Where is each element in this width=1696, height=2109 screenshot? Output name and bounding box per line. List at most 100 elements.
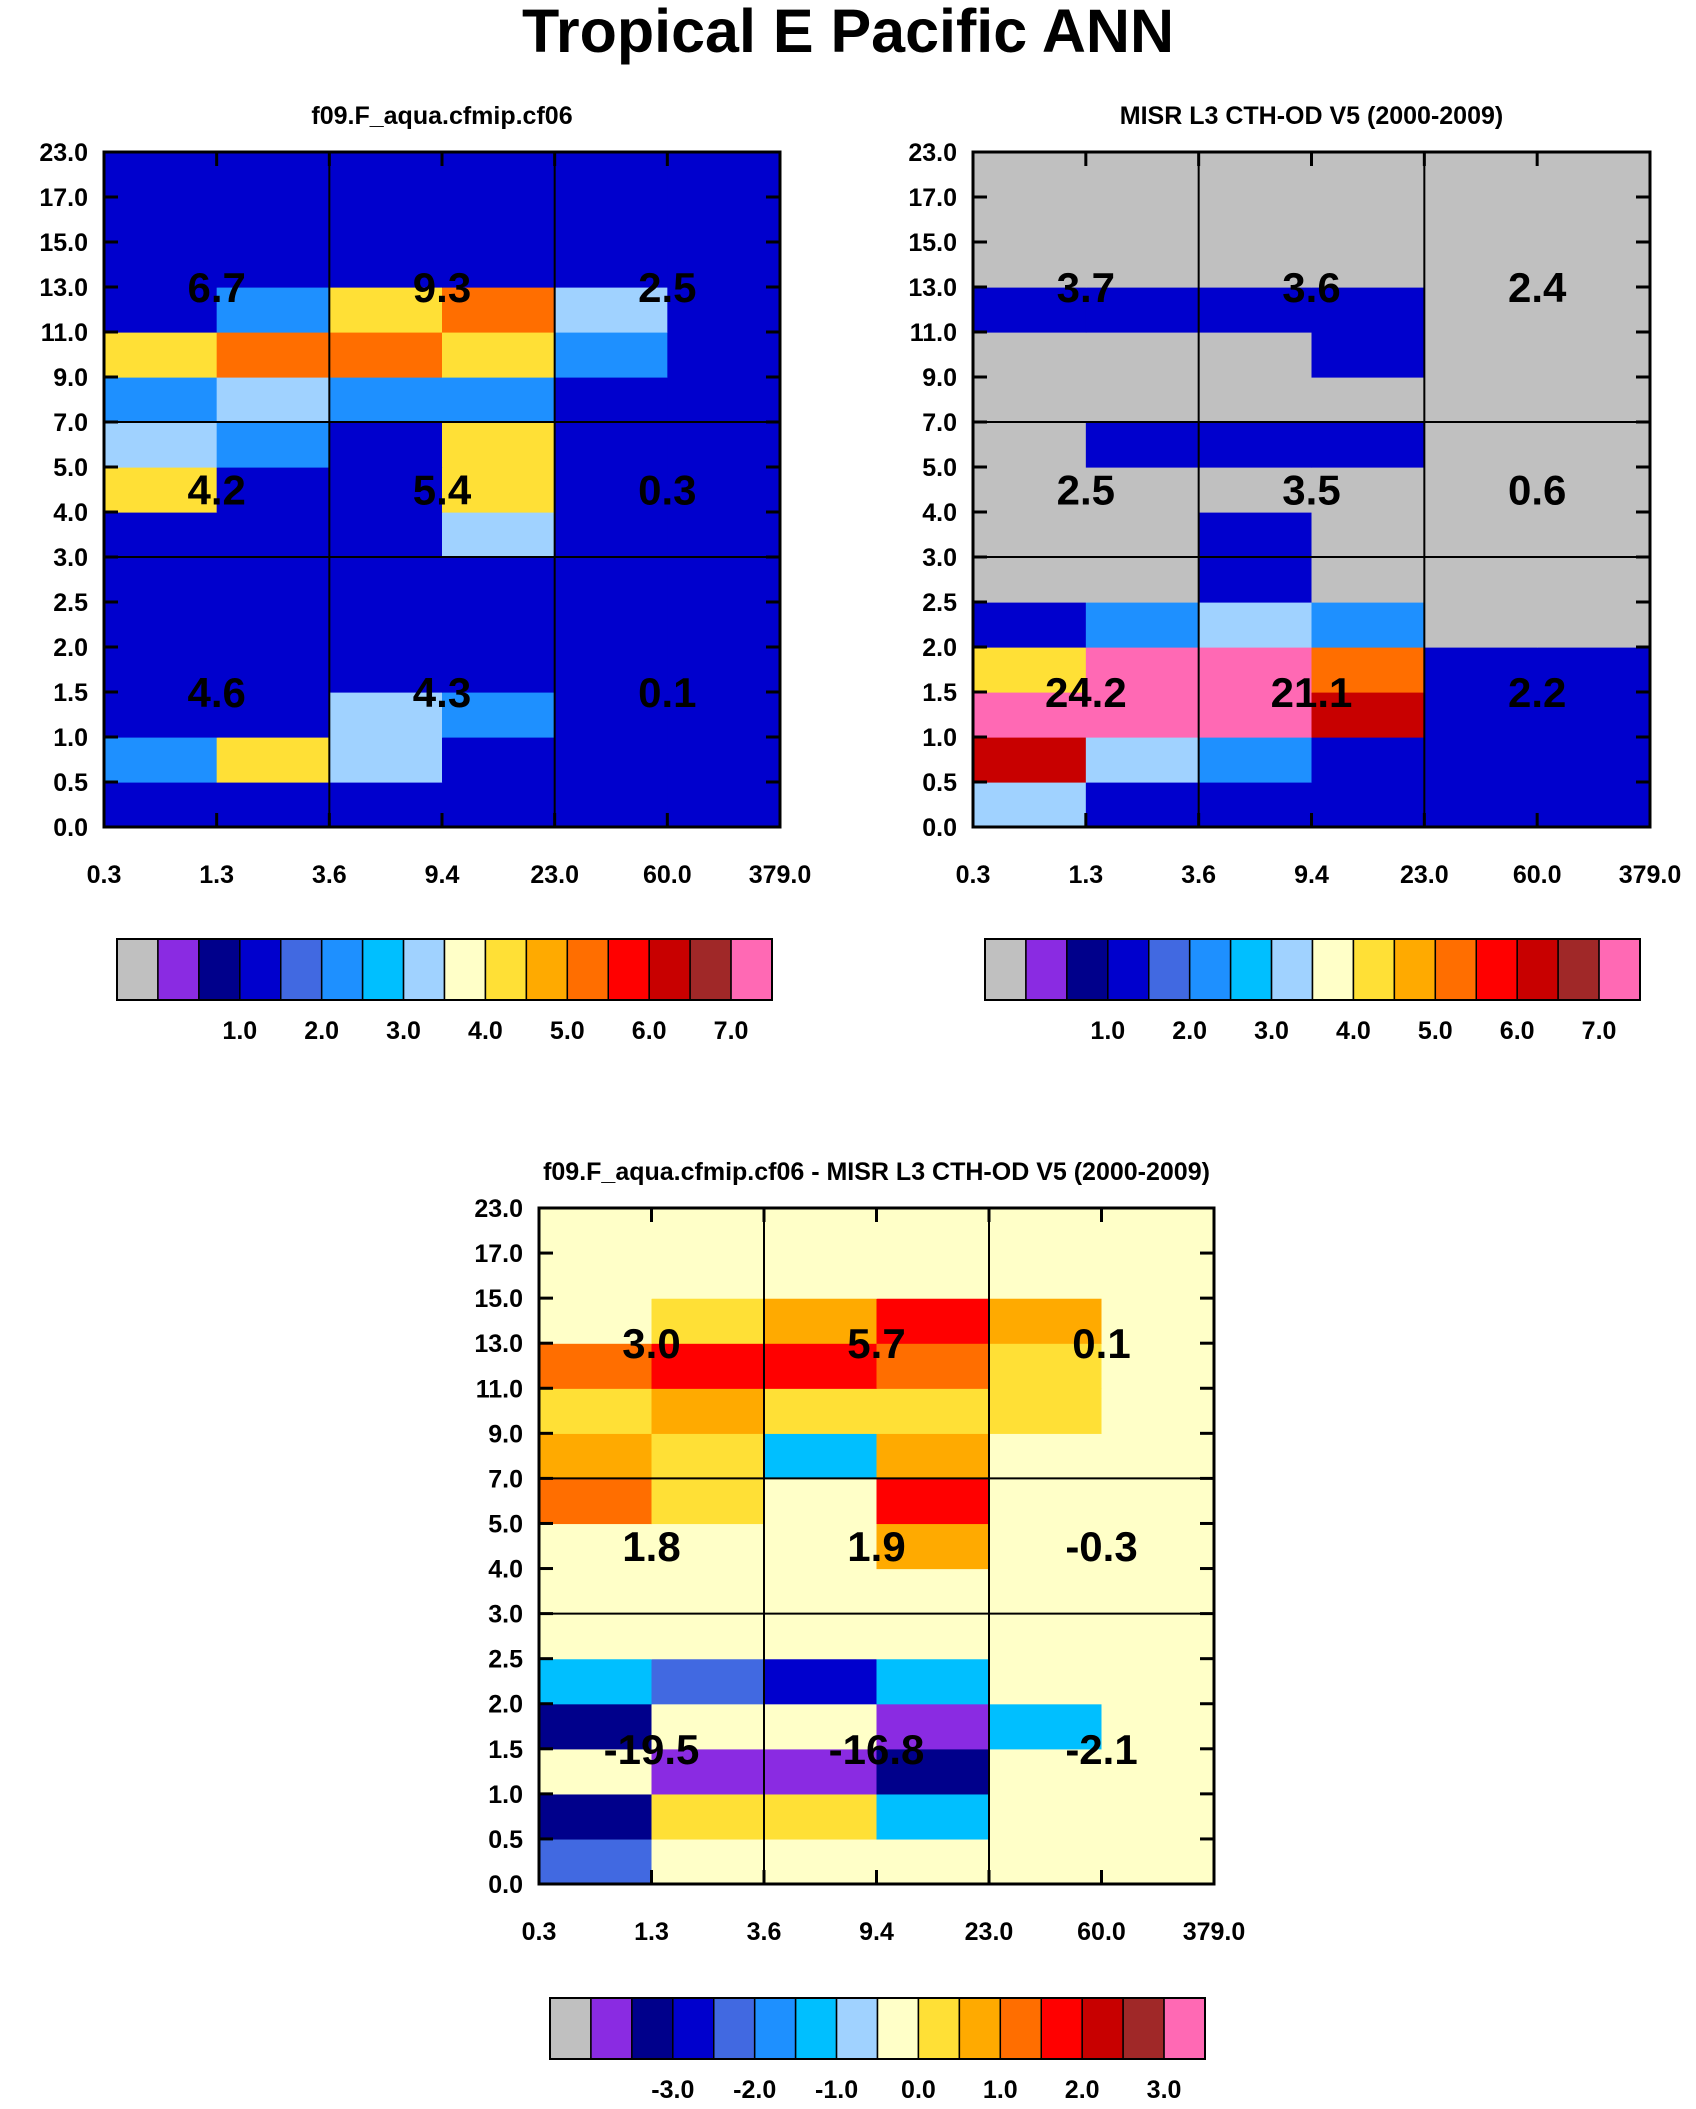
heatmap-cell	[973, 692, 1087, 738]
heatmap-cell	[764, 1523, 878, 1570]
heatmap-cell	[329, 287, 443, 333]
colorbar-box	[443, 938, 487, 1001]
heatmap-cell	[216, 737, 330, 783]
y-tick-label: 0.0	[53, 814, 88, 842]
y-tick-label: 17.0	[474, 1240, 523, 1268]
colorbar-box	[713, 1997, 756, 2060]
colorbar-tick-label: 3.0	[1147, 2076, 1182, 2104]
x-tick-label: 23.0	[1400, 861, 1449, 889]
group-total-label: 4.3	[413, 669, 471, 716]
heatmap-cell	[539, 1703, 653, 1750]
colorbar-box	[1148, 938, 1191, 1001]
heatmap-cell	[876, 1433, 990, 1479]
heatmap-cell	[651, 1298, 765, 1344]
heatmap-cell	[554, 197, 668, 243]
heatmap-cell	[667, 242, 781, 288]
colorbar-box	[1025, 938, 1068, 1001]
heatmap-cell	[1311, 197, 1425, 243]
heatmap-cell	[1085, 557, 1200, 603]
heatmap-cell	[989, 1613, 1103, 1660]
group-total-label: 3.6	[1282, 264, 1340, 311]
heatmap-cell	[989, 1703, 1103, 1750]
y-tick-label: 4.0	[53, 499, 88, 527]
colorbar-tick-label: 2.0	[1065, 2076, 1100, 2104]
colorbar-box	[566, 938, 609, 1001]
heatmap-cell	[104, 242, 218, 288]
heatmap-cell	[104, 692, 218, 738]
heatmap-cell	[1101, 1388, 1215, 1434]
colorbar-box	[1229, 938, 1273, 1001]
heatmap-cell	[1424, 377, 1538, 423]
heatmap-cell	[973, 602, 1087, 648]
heatmap-cell	[989, 1253, 1103, 1299]
colorbar-tick-label: 5.0	[550, 1017, 585, 1045]
group-total-label: 1.8	[622, 1523, 680, 1570]
colorbar-box	[753, 1997, 797, 2060]
heatmap-cell	[876, 1568, 990, 1615]
colorbar-box	[917, 1997, 961, 2060]
y-tick-label: 11.0	[476, 1375, 523, 1403]
heatmap-cell	[973, 377, 1087, 423]
x-tick-label: 60.0	[643, 861, 692, 889]
heatmap-cell	[442, 422, 556, 468]
x-tick-label: 0.3	[522, 1918, 557, 1946]
group-total-label: 3.5	[1282, 467, 1340, 514]
colorbar-box	[631, 1997, 674, 2060]
colorbar-tick-label: -3.0	[651, 2076, 694, 2104]
heatmap-cell	[1311, 467, 1425, 513]
y-tick-label: 5.0	[53, 454, 88, 482]
y-tick-label: 5.0	[922, 454, 957, 482]
colorbar-box	[280, 938, 323, 1001]
y-tick-label: 1.5	[488, 1736, 523, 1764]
heatmap-cell	[104, 332, 218, 378]
colorbar-box	[525, 938, 569, 1001]
page-title: Tropical E Pacific ANN	[522, 0, 1174, 65]
x-tick-label: 3.6	[1181, 861, 1216, 889]
heatmap-cell	[1085, 197, 1200, 243]
heatmap-cell	[104, 782, 218, 828]
panel-title: f09.F_aqua.cfmip.cf06 - MISR L3 CTH-OD V…	[543, 1158, 1210, 1186]
heatmap-cell	[876, 1253, 990, 1299]
heatmap-cell	[1537, 242, 1651, 288]
y-tick-label: 13.0	[39, 274, 88, 302]
heatmap-cell	[442, 242, 556, 288]
heatmap-cell	[539, 1298, 653, 1344]
colorbar-box	[1188, 938, 1232, 1001]
heatmap-cell	[1101, 1523, 1215, 1570]
heatmap-cell	[539, 1838, 653, 1885]
y-tick-label: 23.0	[908, 139, 957, 167]
group-total-label: 3.0	[622, 1320, 680, 1367]
heatmap-cell	[1311, 377, 1425, 423]
group-total-label: -16.8	[829, 1726, 925, 1773]
heatmap-cell	[1085, 737, 1200, 783]
group-total-label: 2.5	[1057, 467, 1115, 514]
heatmap-cell	[764, 1388, 878, 1434]
x-tick-label: 1.3	[634, 1918, 669, 1946]
heatmap-cell	[554, 287, 668, 333]
heatmap-cell	[1537, 377, 1651, 423]
heatmap-cell	[764, 1433, 878, 1479]
heatmap-cell	[539, 1748, 653, 1795]
colorbar-box	[835, 1997, 879, 2060]
y-tick-label: 17.0	[39, 184, 88, 212]
heatmap-cell	[1085, 467, 1200, 513]
y-tick-label: 11.0	[41, 319, 88, 347]
heatmap-cell	[667, 287, 781, 333]
heatmap-cell	[876, 1523, 990, 1570]
group-total-label: 4.2	[187, 467, 245, 514]
heatmap-cell	[442, 647, 556, 693]
heatmap-cell	[651, 1433, 765, 1479]
heatmap-cell	[667, 152, 781, 198]
heatmap-cell	[442, 467, 556, 513]
heatmap-cell	[554, 782, 668, 828]
heatmap-cell	[442, 287, 556, 333]
heatmap-cell	[329, 647, 443, 693]
heatmap-cell	[1085, 692, 1200, 738]
heatmap-cell	[1101, 1433, 1215, 1479]
colorbar-tick-label: 2.0	[304, 1017, 339, 1045]
y-tick-label: 0.5	[53, 769, 88, 797]
x-tick-label: 0.3	[87, 861, 122, 889]
heatmap-cell	[329, 422, 443, 468]
colorbar-box	[1393, 938, 1437, 1001]
colorbar-tick-label: 3.0	[386, 1017, 421, 1045]
